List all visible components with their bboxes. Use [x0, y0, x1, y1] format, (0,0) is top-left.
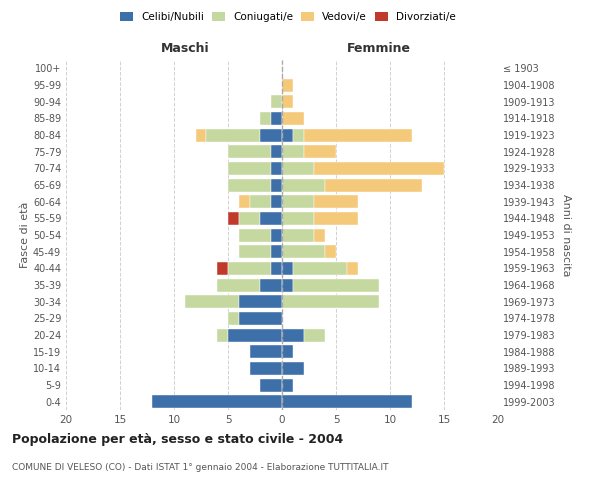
Bar [206, 128, 260, 141]
Bar [314, 228, 325, 241]
Bar [152, 395, 282, 408]
Bar [239, 228, 271, 241]
Bar [282, 295, 379, 308]
Bar [282, 78, 293, 92]
Bar [282, 245, 325, 258]
Bar [325, 178, 422, 192]
Bar [196, 128, 206, 141]
Bar [250, 345, 282, 358]
Bar [228, 262, 271, 275]
Bar [260, 128, 282, 141]
Y-axis label: Anni di nascita: Anni di nascita [561, 194, 571, 276]
Text: Maschi: Maschi [160, 42, 209, 55]
Bar [250, 362, 282, 375]
Bar [271, 145, 282, 158]
Bar [271, 112, 282, 125]
Bar [304, 328, 325, 342]
Bar [271, 195, 282, 208]
Bar [293, 128, 304, 141]
Bar [282, 228, 314, 241]
Bar [282, 262, 293, 275]
Bar [282, 378, 293, 392]
Bar [314, 195, 358, 208]
Bar [260, 278, 282, 291]
Bar [271, 95, 282, 108]
Bar [260, 378, 282, 392]
Bar [239, 312, 282, 325]
Bar [282, 162, 314, 175]
Bar [314, 212, 358, 225]
Bar [271, 228, 282, 241]
Text: COMUNE DI VELESO (CO) - Dati ISTAT 1° gennaio 2004 - Elaborazione TUTTITALIA.IT: COMUNE DI VELESO (CO) - Dati ISTAT 1° ge… [12, 462, 389, 471]
Bar [228, 145, 271, 158]
Bar [271, 245, 282, 258]
Bar [304, 128, 412, 141]
Bar [239, 295, 282, 308]
Bar [271, 178, 282, 192]
Bar [282, 195, 314, 208]
Bar [250, 195, 271, 208]
Bar [228, 162, 271, 175]
Bar [282, 362, 304, 375]
Bar [282, 328, 304, 342]
Bar [271, 262, 282, 275]
Y-axis label: Fasce di età: Fasce di età [20, 202, 30, 268]
Bar [185, 295, 239, 308]
Bar [239, 245, 271, 258]
Bar [282, 278, 293, 291]
Bar [282, 128, 293, 141]
Bar [271, 162, 282, 175]
Bar [304, 145, 336, 158]
Bar [293, 278, 379, 291]
Bar [228, 178, 271, 192]
Bar [325, 245, 336, 258]
Bar [217, 262, 228, 275]
Bar [228, 328, 282, 342]
Bar [282, 95, 293, 108]
Bar [217, 278, 260, 291]
Bar [239, 212, 260, 225]
Text: Popolazione per età, sesso e stato civile - 2004: Popolazione per età, sesso e stato civil… [12, 432, 343, 446]
Bar [228, 212, 239, 225]
Bar [347, 262, 358, 275]
Bar [282, 112, 304, 125]
Bar [260, 212, 282, 225]
Bar [282, 345, 293, 358]
Bar [314, 162, 444, 175]
Bar [282, 145, 304, 158]
Bar [260, 112, 271, 125]
Bar [228, 312, 239, 325]
Bar [217, 328, 228, 342]
Bar [239, 195, 250, 208]
Bar [293, 262, 347, 275]
Text: Femmine: Femmine [347, 42, 411, 55]
Bar [282, 395, 412, 408]
Bar [282, 212, 314, 225]
Bar [282, 178, 325, 192]
Legend: Celibi/Nubili, Coniugati/e, Vedovi/e, Divorziati/e: Celibi/Nubili, Coniugati/e, Vedovi/e, Di… [116, 8, 460, 26]
